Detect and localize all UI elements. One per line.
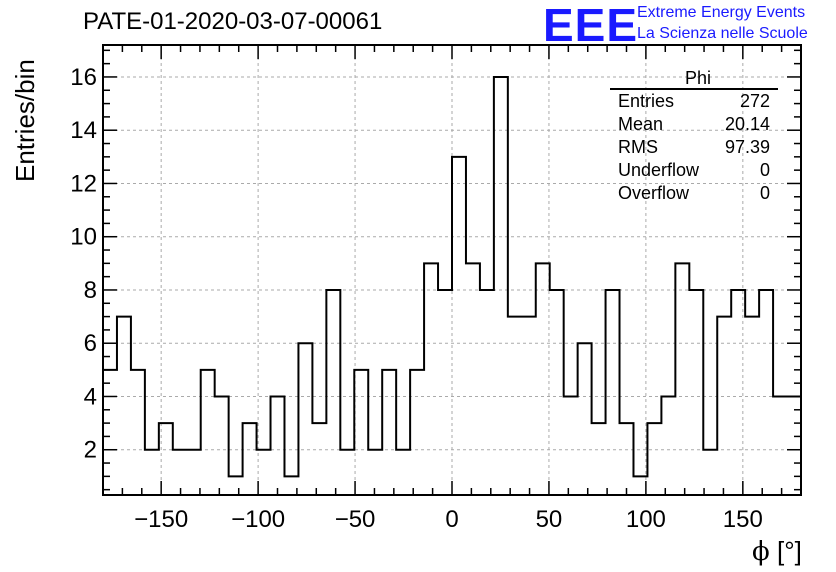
histogram-bin <box>438 290 452 495</box>
histogram-bin <box>675 263 689 495</box>
stats-value: 272 <box>739 91 770 111</box>
stats-value: 20.14 <box>724 114 770 134</box>
histogram-bin <box>647 423 661 495</box>
stats-row-mean: Mean 20.14 <box>610 113 778 136</box>
y-tick-label: 2 <box>84 437 97 464</box>
x-tick-label: 100 <box>626 506 666 533</box>
stats-label: Overflow <box>618 183 690 203</box>
histogram-bin <box>424 263 438 495</box>
histogram-bin <box>243 423 257 495</box>
x-tick-label: 0 <box>445 506 458 533</box>
logo-line-2: La Scienza nelle Scuole <box>637 25 808 42</box>
histogram-bin <box>661 396 675 495</box>
histogram-bin <box>606 290 620 495</box>
histogram-bin <box>452 157 466 495</box>
stats-value: 0 <box>759 160 770 180</box>
y-tick-label: 16 <box>70 64 97 91</box>
y-tick-label: 4 <box>84 383 97 410</box>
stats-label: Entries <box>618 91 675 111</box>
x-tick-label: 50 <box>536 506 563 533</box>
x-axis-symbol: ϕ <box>752 537 770 567</box>
x-tick-label: −150 <box>134 506 188 533</box>
stats-box: Phi Entries 272 Mean 20.14 RMS 97.39 Und… <box>610 68 778 205</box>
histogram-bin <box>201 370 215 495</box>
stats-label: Underflow <box>618 160 700 180</box>
histogram-bin <box>550 290 564 495</box>
histogram-bin <box>382 370 396 495</box>
x-tick-label: −50 <box>335 506 376 533</box>
histogram-bin <box>759 290 773 495</box>
eee-logo: EEE <box>543 0 639 51</box>
histogram-bin <box>187 450 201 495</box>
stats-row-entries: Entries 272 <box>610 90 778 113</box>
x-tick-label: −100 <box>231 506 285 533</box>
y-tick-label: 6 <box>84 330 97 357</box>
histogram-outline <box>103 75 801 478</box>
stats-label: Mean <box>618 114 664 134</box>
histogram-bin <box>564 396 578 495</box>
histogram-bin <box>396 450 410 495</box>
histogram-bin <box>536 263 550 495</box>
histogram-bin <box>298 343 312 495</box>
histogram-bin <box>215 396 229 495</box>
y-tick-label: 10 <box>70 224 97 251</box>
histogram-bin <box>326 290 340 495</box>
histogram-bin <box>480 290 494 495</box>
y-axis-label: Entries/bin <box>10 59 40 182</box>
histogram-bin <box>131 370 145 495</box>
stats-value: 97.39 <box>724 137 770 157</box>
histogram-bin <box>731 290 745 495</box>
logo-line-1: Extreme Energy Events <box>637 4 806 21</box>
x-tick-label: 150 <box>723 506 763 533</box>
histogram-bin <box>354 370 368 495</box>
histogram-bin <box>578 343 592 495</box>
y-tick-label: 8 <box>84 277 97 304</box>
histogram-bin <box>466 263 480 495</box>
histogram-bin <box>620 423 634 495</box>
stats-row-rms: RMS 97.39 <box>610 136 778 159</box>
stats-row-overflow: Overflow 0 <box>610 182 778 205</box>
chart-title: PATE-01-2020-03-07-00061 <box>83 8 383 35</box>
stats-row-underflow: Underflow 0 <box>610 159 778 182</box>
x-axis-unit: [°] <box>776 536 802 566</box>
y-tick-label: 14 <box>70 117 97 144</box>
histogram-bin <box>592 423 606 495</box>
stats-title: Phi <box>610 68 778 90</box>
histogram-bin <box>787 396 801 495</box>
stats-label: RMS <box>618 137 658 157</box>
histogram-bin <box>773 396 787 495</box>
histogram-bin <box>410 370 424 495</box>
histogram-bin <box>494 77 508 495</box>
y-tick-label: 12 <box>70 170 97 197</box>
x-axis-label: ϕ [°] <box>752 536 802 567</box>
stats-value: 0 <box>759 183 770 203</box>
histogram-bin <box>312 423 326 495</box>
histogram-bin <box>145 450 159 495</box>
histogram-bin <box>368 450 382 495</box>
histogram-bin <box>229 476 243 495</box>
histogram-bin <box>173 450 187 495</box>
histogram-bin <box>689 290 703 495</box>
histogram-bin <box>340 450 354 495</box>
histogram-bin <box>703 450 717 495</box>
histogram-bin <box>271 396 285 495</box>
